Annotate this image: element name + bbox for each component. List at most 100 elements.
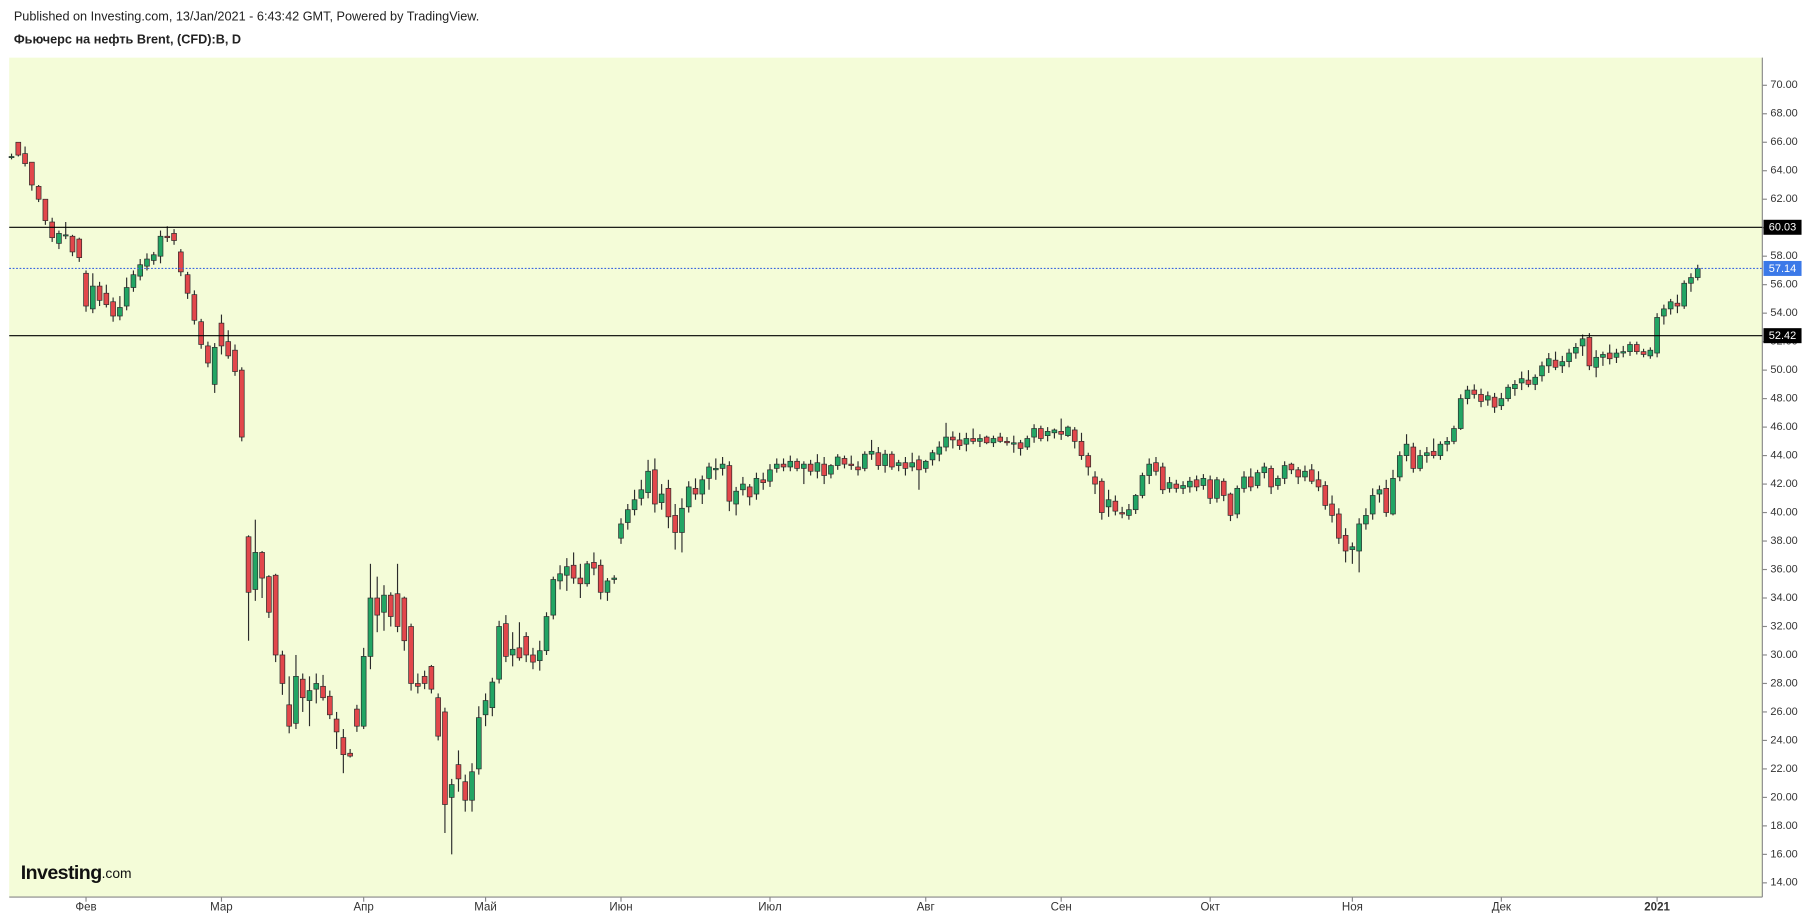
candle-body — [1579, 338, 1586, 347]
candle-body — [746, 486, 753, 498]
candle-body — [360, 656, 367, 727]
x-tick-label: Ноя — [1342, 902, 1363, 914]
candle-body — [618, 523, 624, 539]
candle-body — [977, 438, 983, 442]
y-tick-label: 68.00 — [1770, 108, 1797, 120]
candle-body — [266, 576, 272, 613]
candle-body — [1315, 479, 1322, 488]
candle-body — [1153, 462, 1159, 472]
candle-body — [814, 462, 821, 472]
candle-body — [530, 654, 536, 663]
candle-body — [1369, 495, 1376, 515]
candle-body — [943, 436, 949, 448]
published-note: Published on Investing.com, 13/Jan/2021 … — [14, 10, 479, 24]
candle-body — [1613, 352, 1620, 358]
candle-body — [509, 648, 516, 656]
y-tick-label: 30.00 — [1770, 649, 1797, 661]
candle-body — [1234, 487, 1241, 515]
candle-body — [1058, 431, 1064, 435]
candle-body — [1471, 389, 1478, 395]
candle-body — [340, 737, 347, 756]
candle-body — [1410, 446, 1417, 469]
candle-body — [1004, 440, 1010, 444]
candle-body — [96, 285, 103, 301]
price-badge — [1763, 328, 1802, 344]
candle-body — [1092, 476, 1098, 485]
candle-body — [1071, 429, 1078, 442]
candle-body — [367, 597, 374, 657]
x-tick-label: Мар — [210, 902, 233, 914]
candle-body — [320, 685, 326, 699]
candle-body — [1383, 487, 1390, 513]
candle-body — [1478, 393, 1484, 402]
candle-body — [1200, 478, 1207, 486]
candle-body — [868, 450, 875, 455]
candle-body — [862, 453, 868, 469]
candle-body — [1545, 358, 1552, 367]
candle-body — [780, 463, 787, 468]
candle-body — [428, 666, 435, 690]
candle-body — [137, 264, 143, 277]
y-tick-label: 34.00 — [1770, 592, 1797, 604]
x-tick-label: Май — [474, 902, 497, 914]
candle-body — [22, 153, 28, 164]
candle-body — [672, 515, 678, 533]
candle-body — [536, 650, 543, 662]
candle-body — [990, 438, 997, 444]
candle-body — [1498, 398, 1505, 407]
candle-body — [83, 272, 89, 307]
candle-body — [1390, 478, 1396, 515]
candle-body — [1017, 442, 1024, 449]
candle-body — [929, 452, 936, 461]
candle-body — [455, 764, 462, 780]
candle-body — [828, 465, 834, 475]
candle-body — [442, 711, 448, 805]
candle-body — [1126, 509, 1132, 516]
candle-body — [1187, 480, 1193, 488]
candle-body — [1329, 503, 1335, 516]
candle-body — [130, 274, 137, 288]
candle-body — [1342, 534, 1349, 552]
candle-body — [733, 490, 739, 505]
candle-body — [306, 690, 313, 701]
candle-body — [760, 479, 766, 483]
candle-body — [794, 460, 800, 469]
y-tick-label: 28.00 — [1770, 677, 1797, 689]
y-tick-label: 38.00 — [1770, 535, 1797, 547]
candle-body — [35, 186, 42, 200]
x-tick-label: Сен — [1051, 902, 1072, 914]
candle-body — [1349, 546, 1356, 550]
candle-body — [1403, 443, 1410, 456]
candle-body — [631, 499, 638, 511]
candle-body — [1593, 356, 1599, 368]
candle-body — [1396, 455, 1403, 478]
candle-body — [1132, 495, 1139, 511]
candle-body — [956, 439, 963, 446]
candle-body — [1457, 398, 1464, 429]
candle-body — [1694, 268, 1701, 278]
candle-body — [178, 251, 184, 273]
y-tick-label: 62.00 — [1770, 193, 1797, 205]
candle-body — [1532, 376, 1538, 385]
candle-body — [1491, 396, 1498, 408]
candle-body — [354, 708, 360, 727]
candle-body — [293, 675, 299, 724]
candle-body — [387, 594, 394, 617]
candle-body — [679, 507, 685, 533]
candle-body — [232, 349, 238, 372]
candle-body — [1634, 344, 1640, 352]
candle-body — [1559, 361, 1566, 367]
candle-body — [279, 654, 286, 684]
candle-body — [889, 453, 895, 468]
candle-body — [543, 616, 550, 652]
candle-body — [347, 752, 353, 757]
candle-body — [936, 446, 943, 455]
candle-body — [225, 341, 232, 357]
candle-body — [1586, 337, 1593, 367]
y-tick-label: 58.00 — [1770, 250, 1797, 262]
y-tick-label: 66.00 — [1770, 136, 1797, 148]
price-badge-label: 60.03 — [1769, 222, 1796, 234]
candle-body — [211, 346, 218, 385]
y-tick-label: 16.00 — [1770, 848, 1797, 860]
